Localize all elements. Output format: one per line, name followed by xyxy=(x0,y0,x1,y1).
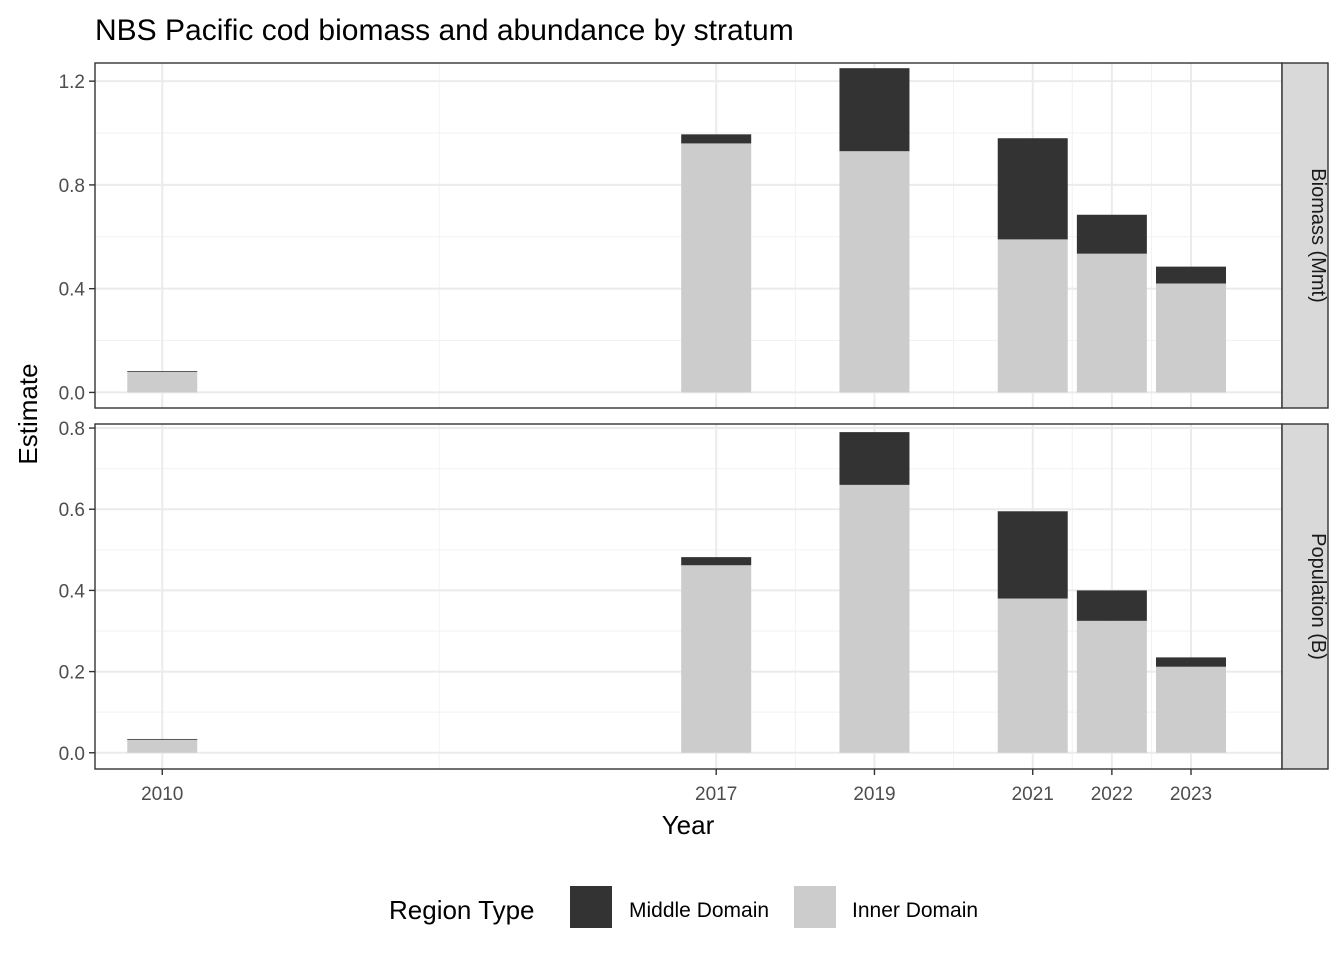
bar-middle-domain-2022 xyxy=(1076,590,1147,621)
bar-middle-domain-2010 xyxy=(127,371,198,372)
bar-middle-domain-2017 xyxy=(681,134,752,144)
x-axis-label: Year xyxy=(662,810,715,840)
legend-label-middle-domain: Middle Domain xyxy=(629,899,769,922)
bar-middle-domain-2021 xyxy=(997,511,1068,599)
y-tick-label: 0.2 xyxy=(59,663,85,684)
y-tick-label: 0.4 xyxy=(59,280,86,301)
x-tick-label: 2017 xyxy=(695,784,737,805)
bar-middle-domain-2023 xyxy=(1155,266,1226,284)
bar-middle-domain-2022 xyxy=(1076,214,1147,254)
bar-inner-domain-2017 xyxy=(681,143,752,393)
x-tick-label: 2023 xyxy=(1170,784,1212,805)
bar-middle-domain-2019 xyxy=(839,432,910,485)
legend: Region Type Middle Domain Inner Domain xyxy=(389,886,978,928)
y-tick-label: 0.0 xyxy=(59,744,85,765)
panel-2: 0.0 0.2 0.4 0.6 0.8 Population (B) xyxy=(59,419,1329,770)
bar-middle-domain-2023 xyxy=(1155,657,1226,667)
bar-middle-domain-2021 xyxy=(997,138,1068,240)
y-tick-label: 1.2 xyxy=(59,72,85,93)
x-tick-label: 2019 xyxy=(853,784,895,805)
bar-inner-domain-2023 xyxy=(1155,666,1226,753)
y-tick-label: 0.8 xyxy=(59,176,85,197)
legend-key-middle-domain xyxy=(570,886,612,928)
panel-1: 0.0 0.4 0.8 1.2 Biomass (Mmt) xyxy=(59,62,1329,409)
bar-inner-domain-2023 xyxy=(1155,283,1226,393)
y-tick-label: 0.8 xyxy=(59,419,85,440)
bar-middle-domain-2019 xyxy=(839,68,910,152)
bar-middle-domain-2017 xyxy=(681,557,752,566)
facet-strip xyxy=(1281,62,1329,409)
facet-panels: 0.0 0.4 0.8 1.2 Biomass (Mmt) 0.0 0.2 0.4 0.6 0.8… xyxy=(59,62,1329,770)
bar-inner-domain-2021 xyxy=(997,598,1068,753)
chart-title: NBS Pacific cod biomass and abundance by… xyxy=(95,14,794,47)
bar-inner-domain-2022 xyxy=(1076,253,1147,393)
x-tick-label: 2021 xyxy=(1012,784,1054,805)
bar-middle-domain-2010 xyxy=(127,738,198,740)
legend-label-inner-domain: Inner Domain xyxy=(852,899,978,922)
bar-inner-domain-2010 xyxy=(127,739,198,753)
y-tick-label: 0.0 xyxy=(59,383,85,404)
y-axis-label: Estimate xyxy=(13,363,43,464)
bar-inner-domain-2019 xyxy=(839,484,910,753)
x-tick-label: 2010 xyxy=(141,784,183,805)
bar-inner-domain-2019 xyxy=(839,151,910,393)
y-tick-label: 0.4 xyxy=(59,581,86,602)
x-axis-ticks: 2010 2017 2019 2021 2022 2023 xyxy=(141,769,1212,805)
legend-key-inner-domain xyxy=(794,886,836,928)
legend-title: Region Type xyxy=(389,895,535,925)
bar-inner-domain-2010 xyxy=(127,371,198,393)
bar-inner-domain-2021 xyxy=(997,239,1068,393)
x-tick-label: 2022 xyxy=(1091,784,1133,805)
bar-inner-domain-2017 xyxy=(681,565,752,753)
y-tick-label: 0.6 xyxy=(59,500,85,521)
facet-strip-label: Biomass (Mmt) xyxy=(1307,168,1329,302)
bar-inner-domain-2022 xyxy=(1076,620,1147,753)
facet-strip-label: Population (B) xyxy=(1307,533,1329,660)
facet-strip xyxy=(1281,423,1329,770)
